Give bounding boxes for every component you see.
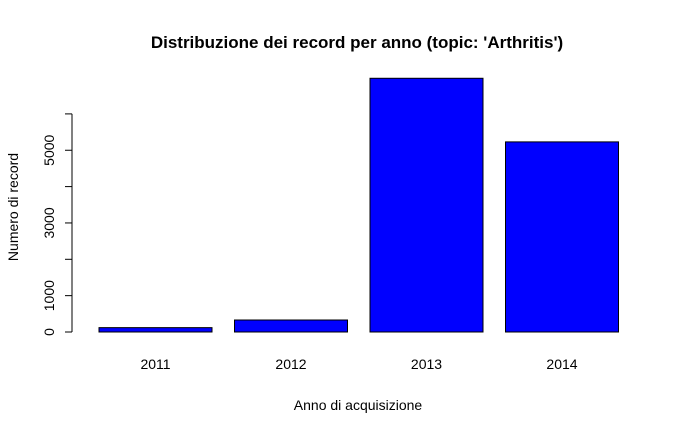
bars-group <box>98 77 619 333</box>
x-tick-label-2013: 2013 <box>411 356 442 372</box>
x-tick-label-2011: 2011 <box>140 356 170 372</box>
x-tick-labels: 2011 2012 2013 2014 <box>140 356 577 372</box>
x-axis-label: Anno di acquisizione <box>294 397 423 413</box>
bar-2013 <box>369 77 484 333</box>
y-axis-label: Numero di record <box>5 153 21 261</box>
bar-2014 <box>505 141 619 333</box>
y-tick-label-5000: 5000 <box>41 134 57 165</box>
chart-title: Distribuzione dei record per anno (topic… <box>151 33 563 52</box>
x-tick-label-2014: 2014 <box>546 356 577 372</box>
bar-2012 <box>234 319 348 333</box>
x-tick-label-2012: 2012 <box>275 356 306 372</box>
y-tick-label-1000: 1000 <box>41 280 57 311</box>
y-axis: 0 1000 3000 5000 <box>41 113 73 336</box>
bar-2011 <box>98 327 213 333</box>
y-tick-label-0: 0 <box>41 328 57 336</box>
y-tick-label-3000: 3000 <box>41 207 57 238</box>
